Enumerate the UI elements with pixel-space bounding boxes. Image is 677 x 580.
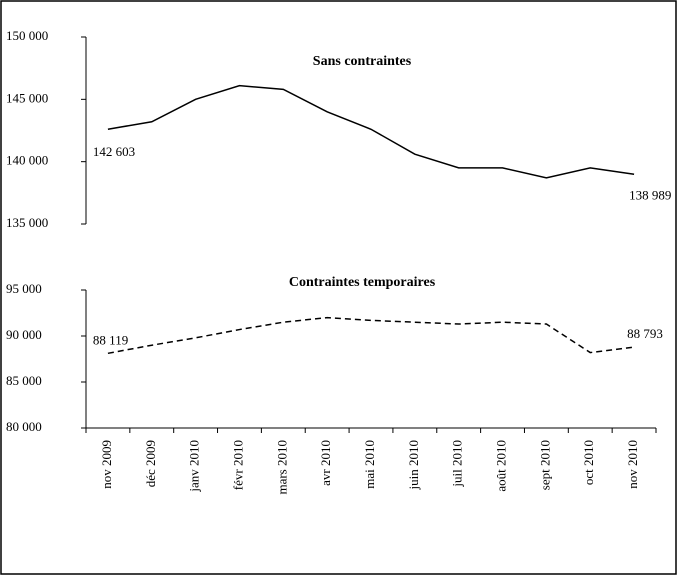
y-tick-label: 85 000 [6,373,42,388]
x-tick-label: juin 2010 [406,440,421,490]
x-tick-label: oct 2010 [581,440,596,485]
data-label: 88 119 [93,332,128,347]
x-tick-label: août 2010 [494,440,509,492]
chart-title: Sans contraintes [313,54,412,69]
chart-title: Contraintes temporaires [289,275,436,290]
x-tick-label: févr 2010 [230,440,245,490]
x-tick-label: nov 2010 [625,440,640,489]
y-tick-label: 135 000 [6,215,48,230]
x-tick-label: janv 2010 [187,440,202,493]
x-tick-label: mars 2010 [274,440,289,495]
data-label: 142 603 [93,144,135,159]
x-tick-label: mai 2010 [362,440,377,489]
y-tick-label: 80 000 [6,419,42,434]
x-tick-label: avr 2010 [318,440,333,486]
y-tick-label: 150 000 [6,28,48,43]
y-tick-label: 140 000 [6,153,48,168]
x-tick-label: sept 2010 [537,440,552,490]
line [107,84,635,179]
y-tick-label: 145 000 [6,90,48,105]
x-tick-label: déc 2009 [143,440,158,487]
x-tick-label: juil 2010 [450,440,465,488]
x-tick-label: nov 2009 [99,440,114,489]
data-label: 88 793 [627,326,663,341]
y-tick-label: 95 000 [6,281,42,296]
line [107,316,635,355]
y-tick-label: 90 000 [6,327,42,342]
data-label: 138 989 [629,187,671,202]
